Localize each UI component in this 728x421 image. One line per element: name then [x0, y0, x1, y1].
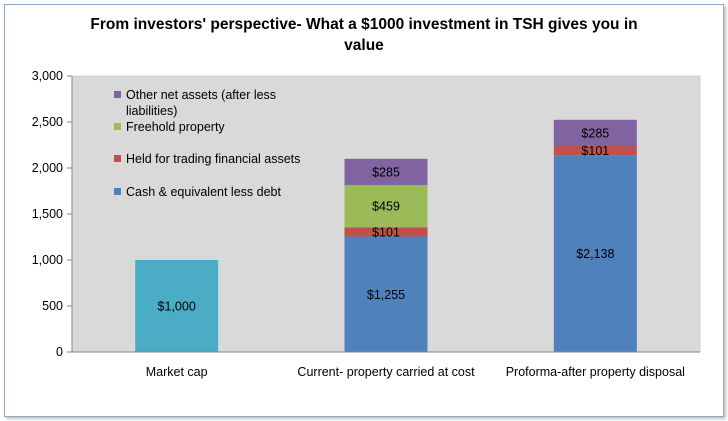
x-category-label: Current- property carried at cost: [297, 365, 475, 379]
y-tick-label: 1,000: [32, 253, 63, 267]
data-label: $285: [581, 126, 609, 140]
bar-segment: [344, 227, 428, 237]
bar-segment: [344, 185, 428, 228]
y-tick-label: 1,500: [32, 207, 63, 221]
data-label: $459: [372, 200, 400, 214]
data-label: $285: [372, 165, 400, 179]
y-tick-label: 2,000: [32, 161, 63, 175]
bar-segment: [344, 236, 428, 352]
bar-segment: [553, 119, 637, 147]
data-label: $1,000: [158, 300, 196, 314]
bar-segment: [344, 158, 428, 186]
data-label: $2,138: [576, 247, 614, 261]
legend-label: Held for trading financial assets: [126, 152, 300, 166]
data-label: $101: [581, 144, 609, 158]
bar-segment: [553, 155, 637, 352]
data-label: $1,255: [367, 288, 405, 302]
legend-label: Other net assets (after less: [126, 88, 276, 102]
y-tick-label: 0: [56, 345, 63, 359]
data-label: $101: [372, 225, 400, 239]
legend-marker: [114, 188, 121, 195]
legend-label: liabilities): [126, 104, 177, 118]
x-category-label: Market cap: [146, 365, 208, 379]
bar-segment: [135, 260, 219, 352]
legend-marker: [114, 155, 121, 162]
legend-marker: [114, 91, 121, 98]
y-tick-label: 500: [42, 299, 63, 313]
y-tick-label: 2,500: [32, 115, 63, 129]
chart-title: From investors' perspective- What a $100…: [0, 14, 728, 56]
legend-label: Freehold property: [126, 120, 225, 134]
chart-title-line-2: value: [344, 37, 384, 54]
bar-segment: [553, 146, 637, 156]
legend-label: Cash & equivalent less debt: [126, 185, 281, 199]
y-tick-label: 3,000: [32, 69, 63, 83]
x-category-label: Proforma-after property disposal: [506, 365, 685, 379]
chart-title-line-1: From investors' perspective- What a $100…: [90, 16, 638, 33]
legend-marker: [114, 123, 121, 130]
